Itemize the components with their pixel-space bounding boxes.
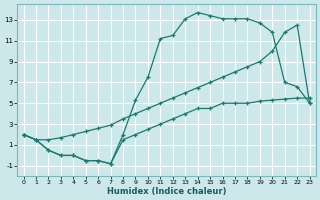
X-axis label: Humidex (Indice chaleur): Humidex (Indice chaleur)	[107, 187, 226, 196]
